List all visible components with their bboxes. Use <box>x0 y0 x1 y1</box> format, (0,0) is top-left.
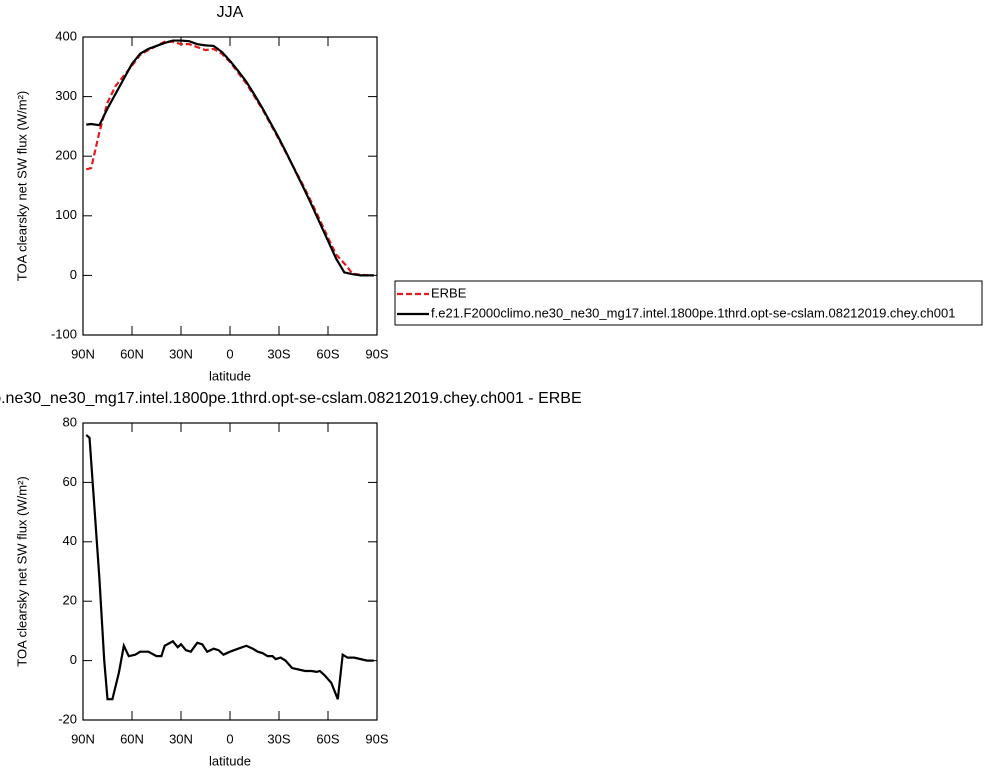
x-tick-label: 30N <box>169 346 193 361</box>
x-tick-label: 90N <box>71 731 95 746</box>
x-tick-label: 60N <box>120 346 144 361</box>
x-tick-label: 30N <box>169 731 193 746</box>
x-tick-label: 30S <box>267 731 290 746</box>
y-tick-label: 0 <box>70 652 77 667</box>
data-line <box>85 434 374 701</box>
y-tick-label: 80 <box>63 414 77 429</box>
data-line <box>86 39 374 277</box>
y-tick-label: -100 <box>51 326 77 341</box>
y-tick-label: 400 <box>55 28 77 43</box>
y-tick-label: 200 <box>55 148 77 163</box>
y-tick-label: 60 <box>63 474 77 489</box>
x-tick-label: 60S <box>316 731 339 746</box>
x-axis-label: latitude <box>209 368 251 383</box>
x-tick-label: 0 <box>226 731 233 746</box>
plot-frame <box>82 36 378 336</box>
y-tick-label: 0 <box>70 267 77 282</box>
y-axis-label: TOA clearsky net SW flux (W/m²) <box>14 476 29 666</box>
y-tick-label: 40 <box>63 533 77 548</box>
x-tick-label: 30S <box>267 346 290 361</box>
plot-frame <box>82 422 378 721</box>
x-axis-label: latitude <box>209 753 251 768</box>
legend-label: f.e21.F2000climo.ne30_ne30_mg17.intel.18… <box>431 305 955 320</box>
legend-box <box>394 280 983 326</box>
x-tick-label: 60S <box>316 346 339 361</box>
y-axis-label: TOA clearsky net SW flux (W/m²) <box>14 91 29 281</box>
y-tick-label: 300 <box>55 88 77 103</box>
chart-title: f.e21.F2000climo.ne30_ne30_mg17.intel.18… <box>0 390 582 407</box>
x-tick-label: 90N <box>71 346 95 361</box>
x-tick-label: 60N <box>120 731 144 746</box>
x-tick-label: 0 <box>226 346 233 361</box>
x-tick-label: 90S <box>365 346 388 361</box>
y-tick-label: -20 <box>58 711 77 726</box>
x-tick-label: 90S <box>365 731 388 746</box>
y-tick-label: 20 <box>63 593 77 608</box>
data-line <box>86 40 374 277</box>
y-tick-label: 100 <box>55 207 77 222</box>
chart-title: JJA <box>217 4 244 21</box>
legend-label: ERBE <box>431 285 467 300</box>
